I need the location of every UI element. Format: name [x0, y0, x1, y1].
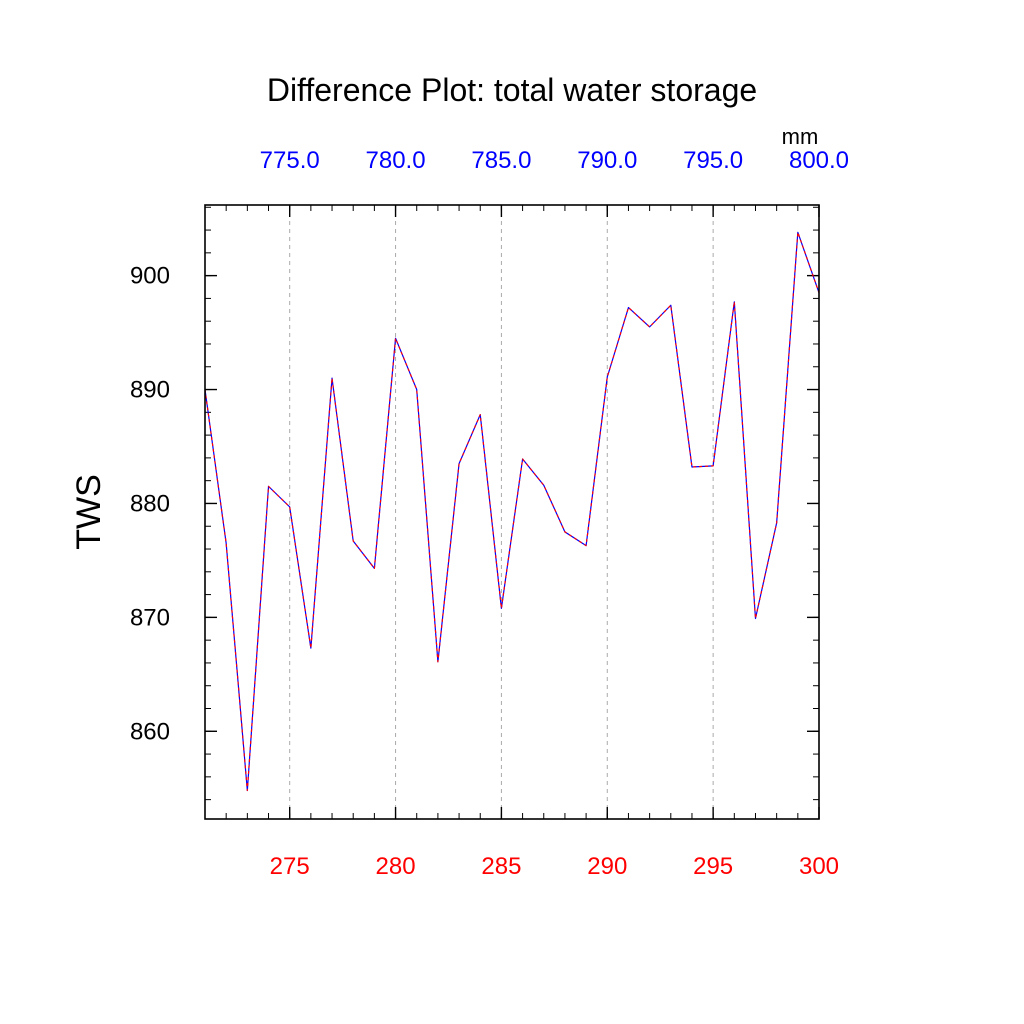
x-tick-label-bottom: 290: [587, 853, 627, 880]
y-tick-label: 870: [130, 604, 170, 631]
y-tick-label: 880: [130, 490, 170, 517]
top-axis-unit: mm: [782, 124, 819, 149]
y-axis-label: TWS: [70, 474, 108, 550]
x-tick-label-top: 790.0: [577, 147, 637, 174]
x-tick-label-top: 795.0: [683, 147, 743, 174]
x-tick-label-bottom: 280: [376, 853, 416, 880]
minor-ticks: [204, 205, 820, 819]
y-tick-label: 890: [130, 377, 170, 404]
x-tick-label-bottom: 275: [270, 853, 310, 880]
major-ticks: [205, 205, 820, 819]
x-tick-label-bottom: 285: [481, 853, 521, 880]
x-tick-label-top: 785.0: [471, 147, 531, 174]
chart-title: Difference Plot: total water storage: [267, 72, 757, 108]
x-tick-label-top: 775.0: [260, 147, 320, 174]
plot-frame: [204, 204, 820, 820]
series-line-blue: [204, 231, 820, 792]
y-tick-label: 860: [130, 718, 170, 745]
x-tick-label-top: 800.0: [789, 147, 849, 174]
series-line-red: [204, 231, 820, 792]
x-tick-label-bottom: 300: [799, 853, 839, 880]
x-tick-label-top: 780.0: [366, 147, 426, 174]
series-lines: [204, 231, 820, 792]
y-tick-label: 900: [130, 263, 170, 290]
tick-labels: 275 280 285 290 295 300 775.0 780.0 785.0 790.0 79…: [130, 147, 849, 880]
x-tick-label-bottom: 295: [693, 853, 733, 880]
grid-lines: [289, 205, 714, 819]
